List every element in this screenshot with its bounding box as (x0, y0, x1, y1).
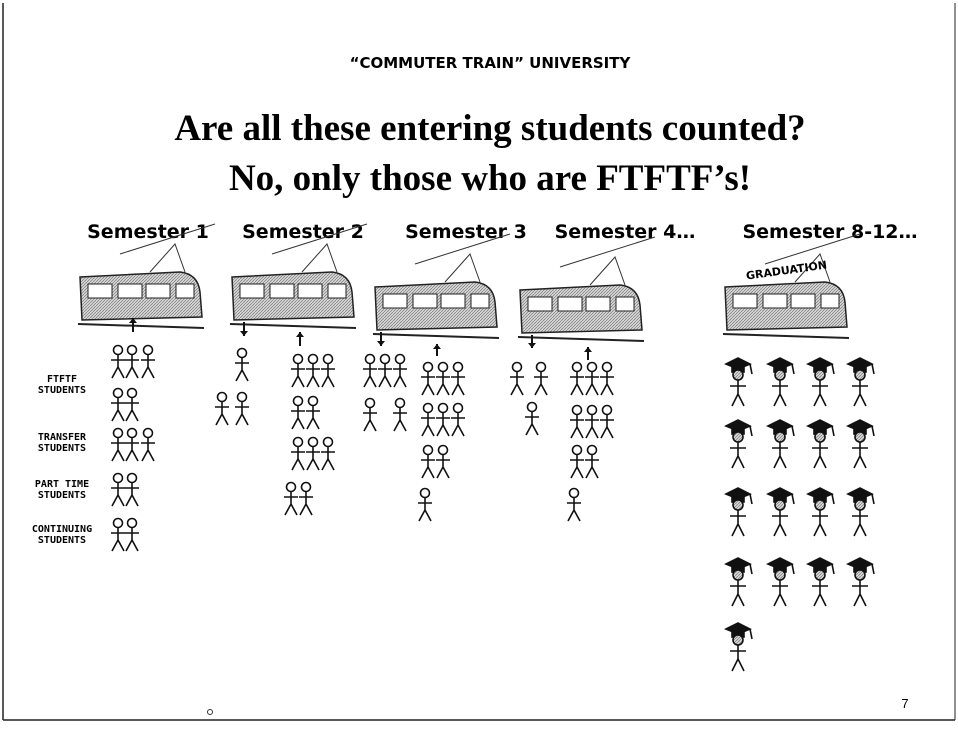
head (733, 432, 743, 442)
window (88, 284, 112, 298)
head (855, 370, 865, 380)
window (146, 284, 170, 298)
window (118, 284, 142, 298)
window (821, 294, 839, 308)
window (733, 294, 757, 308)
head (815, 432, 825, 442)
head (815, 500, 825, 510)
head (815, 370, 825, 380)
window (176, 284, 194, 298)
student-type-label: FTFTF (47, 374, 77, 385)
window (270, 284, 294, 298)
head (775, 570, 785, 580)
window (383, 294, 407, 308)
window (616, 297, 634, 311)
head (733, 500, 743, 510)
window (441, 294, 465, 308)
student-type-label: TRANSFER (38, 432, 87, 443)
head (775, 370, 785, 380)
head (815, 570, 825, 580)
student-type-label: PART TIME (35, 479, 89, 490)
title-line: No, only those who are FTFTF’s! (229, 158, 751, 199)
window (791, 294, 815, 308)
head (855, 570, 865, 580)
page-number: 7 (901, 696, 908, 711)
slide: “COMMUTER TRAIN” UNIVERSITY Are all thes… (0, 0, 958, 736)
head (733, 370, 743, 380)
semester-label: Semester 2 (242, 221, 364, 243)
window (240, 284, 264, 298)
student-type-label: STUDENTS (38, 490, 86, 501)
window (763, 294, 787, 308)
head (855, 500, 865, 510)
student-type-label: STUDENTS (38, 535, 86, 546)
student-type-label: STUDENTS (38, 385, 86, 396)
window (528, 297, 552, 311)
window (471, 294, 489, 308)
window (558, 297, 582, 311)
semester-label: Semester 3 (405, 221, 527, 243)
semester-label: Semester 8-12… (742, 221, 917, 243)
student-type-label: CONTINUING (32, 524, 92, 535)
window (298, 284, 322, 298)
semester-label: Semester 4… (555, 221, 696, 243)
head (733, 570, 743, 580)
header: “COMMUTER TRAIN” UNIVERSITY (350, 54, 632, 72)
student-type-label: STUDENTS (38, 443, 86, 454)
title-line: Are all these entering students counted? (174, 108, 805, 149)
window (413, 294, 437, 308)
window (586, 297, 610, 311)
head (775, 500, 785, 510)
head (775, 432, 785, 442)
head (855, 432, 865, 442)
head (733, 635, 743, 645)
window (328, 284, 346, 298)
